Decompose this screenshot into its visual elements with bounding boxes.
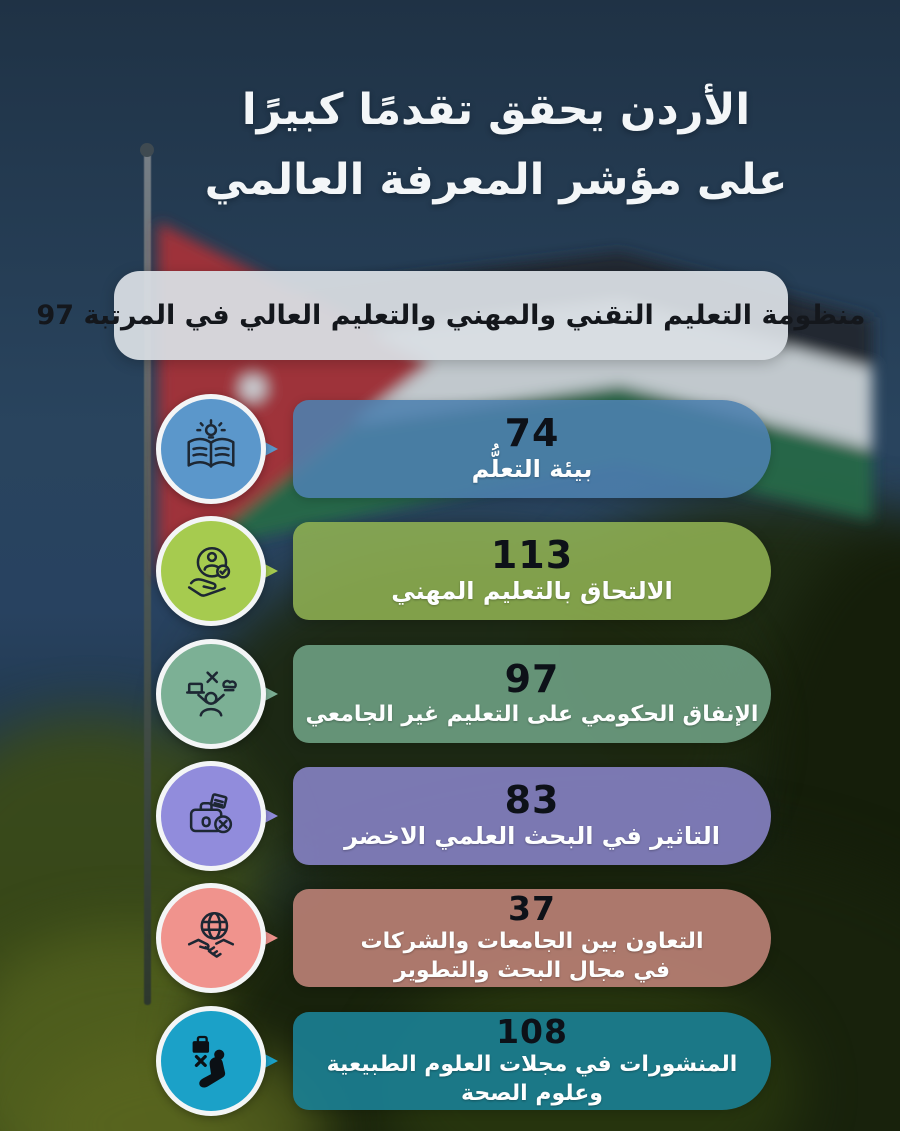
indicator-label: الالتحاق بالتعليم المهني [391,577,673,606]
indicator-bubble [156,516,278,626]
flagpole-finial [140,143,154,157]
indicator-bar: 97 الإنفاق الحكومي على التعليم غير الجام… [293,645,771,743]
indicator-bubble [156,394,278,504]
publications-icon [156,1006,266,1116]
vocational-enrollment-icon [156,516,266,626]
rank-value: 108 [496,1011,568,1051]
indicator-row: 74 بيئة التعلُّم [0,394,900,504]
indicator-bubble [156,639,278,749]
research-impact-icon [156,761,266,871]
subtitle-banner: منظومة التعليم التقني والمهني والتعليم ا… [36,271,866,360]
indicator-bubble [156,883,278,993]
indicator-bar: 108 المنشورات في مجلات العلوم الطبيعية و… [293,1012,771,1110]
indicator-bubble [156,1006,278,1116]
indicator-label: الإنفاق الحكومي على التعليم غير الجامعي [305,701,759,727]
title-line-1: الأردن يحقق تقدمًا كبيرًا [241,85,751,135]
indicator-label: بيئة التعلُّم [471,455,593,484]
indicator-label: التاثير في البحث العلمي الاخضر [344,822,720,851]
rank-value: 83 [504,777,560,822]
subtitle-text: منظومة التعليم التقني والمهني والتعليم ا… [36,300,866,331]
rank-value: 37 [508,888,556,928]
indicator-row: 113 الالتحاق بالتعليم المهني [0,516,900,626]
indicator-label: التعاون بين الجامعات والشركات [360,929,704,955]
learning-environment-icon [156,394,266,504]
indicator-bar: 37 التعاون بين الجامعات والشركات في مجال… [293,889,771,987]
indicator-label: المنشورات في مجلات العلوم الطبيعية [326,1052,738,1078]
indicator-row: 97 الإنفاق الحكومي على التعليم غير الجام… [0,639,900,749]
indicator-label: وعلوم الصحة [461,1081,603,1107]
indicator-row: 108 المنشورات في مجلات العلوم الطبيعية و… [0,1006,900,1116]
indicator-row: 83 التاثير في البحث العلمي الاخضر [0,761,900,871]
indicator-label: في مجال البحث والتطوير [393,958,671,984]
indicator-bar: 74 بيئة التعلُّم [293,400,771,498]
flagpole [144,150,151,1005]
collaboration-icon [156,883,266,993]
indicator-row: 37 التعاون بين الجامعات والشركات في مجال… [0,883,900,993]
indicator-bubble [156,761,278,871]
indicator-bar: 113 الالتحاق بالتعليم المهني [293,522,771,620]
rank-value: 74 [504,410,560,455]
indicator-bar: 83 التاثير في البحث العلمي الاخضر [293,767,771,865]
page-title: الأردن يحقق تقدمًا كبيرًا على مؤشر المعر… [0,76,900,215]
rank-value: 97 [504,656,560,701]
government-spending-icon [156,639,266,749]
title-line-2: على مؤشر المعرفة العالمي [204,154,788,205]
rank-value: 113 [490,532,574,577]
flag-star-icon [234,369,272,406]
